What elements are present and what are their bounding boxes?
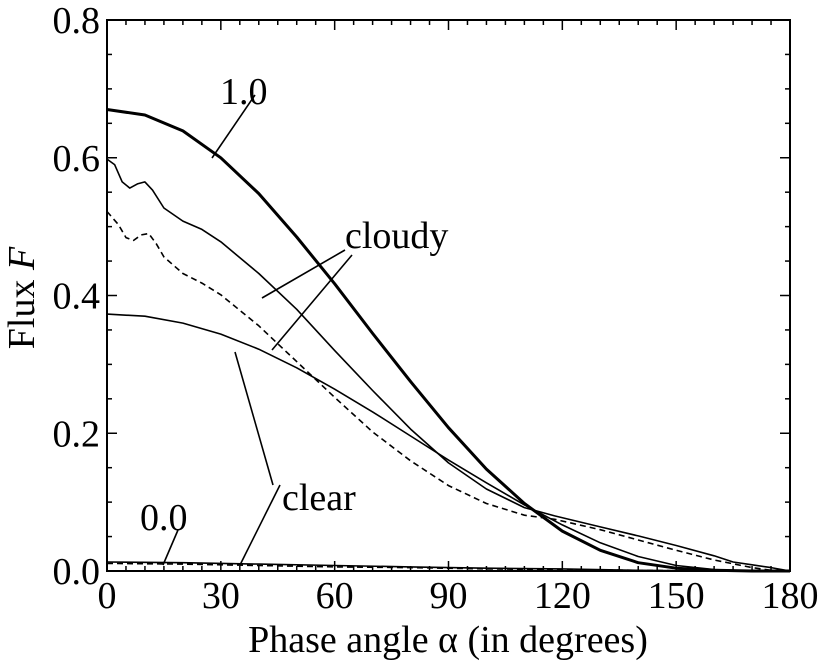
series-layer (106, 108, 791, 573)
pointer-clear-lower (239, 484, 281, 566)
pointer-cloudy-solid (261, 249, 346, 299)
pointer-1-0 (211, 94, 256, 159)
annotation-clear: clear (282, 477, 356, 519)
annotation-cloudy: cloudy (345, 215, 448, 257)
pointer-clear (234, 351, 274, 486)
x-tick-label: 30 (202, 575, 240, 617)
pointer-cloudy-dashed (271, 254, 353, 351)
y-axis-title-var: F (1, 246, 43, 271)
plot-frame (106, 19, 791, 572)
series-line-4 (106, 313, 790, 572)
series-line-2 (106, 158, 791, 572)
y-tick-label: 0.0 (53, 551, 101, 593)
series-line-1 (106, 108, 790, 573)
y-tick-label: 0.4 (53, 276, 101, 318)
ticks-layer: 0 30 60 90 120 150 180 0.0 0.2 0.4 0.6 0.8 (53, 0, 819, 617)
y-tick-label: 0.2 (53, 413, 101, 455)
x-axis-title: Phase angle α (in degrees) (248, 619, 648, 661)
annotation-1-0: 1.0 (220, 71, 268, 113)
y-axis-title: Flux F (1, 246, 43, 349)
y-axis-title-main: Flux (1, 270, 43, 349)
pointer-0-0 (162, 529, 179, 566)
x-tick-label: 150 (648, 575, 705, 617)
y-tick-label: 0.6 (53, 138, 101, 180)
x-tick-label: 120 (534, 575, 591, 617)
y-tick-label: 0.8 (53, 0, 101, 42)
x-tick-label: 0 (98, 575, 117, 617)
x-tick-label: 180 (762, 575, 819, 617)
series-line-3 (106, 210, 791, 572)
annotation-0-0: 0.0 (140, 497, 188, 539)
annotation-pointers (162, 94, 353, 566)
x-tick-label: 90 (430, 575, 468, 617)
x-tick-label: 60 (316, 575, 354, 617)
